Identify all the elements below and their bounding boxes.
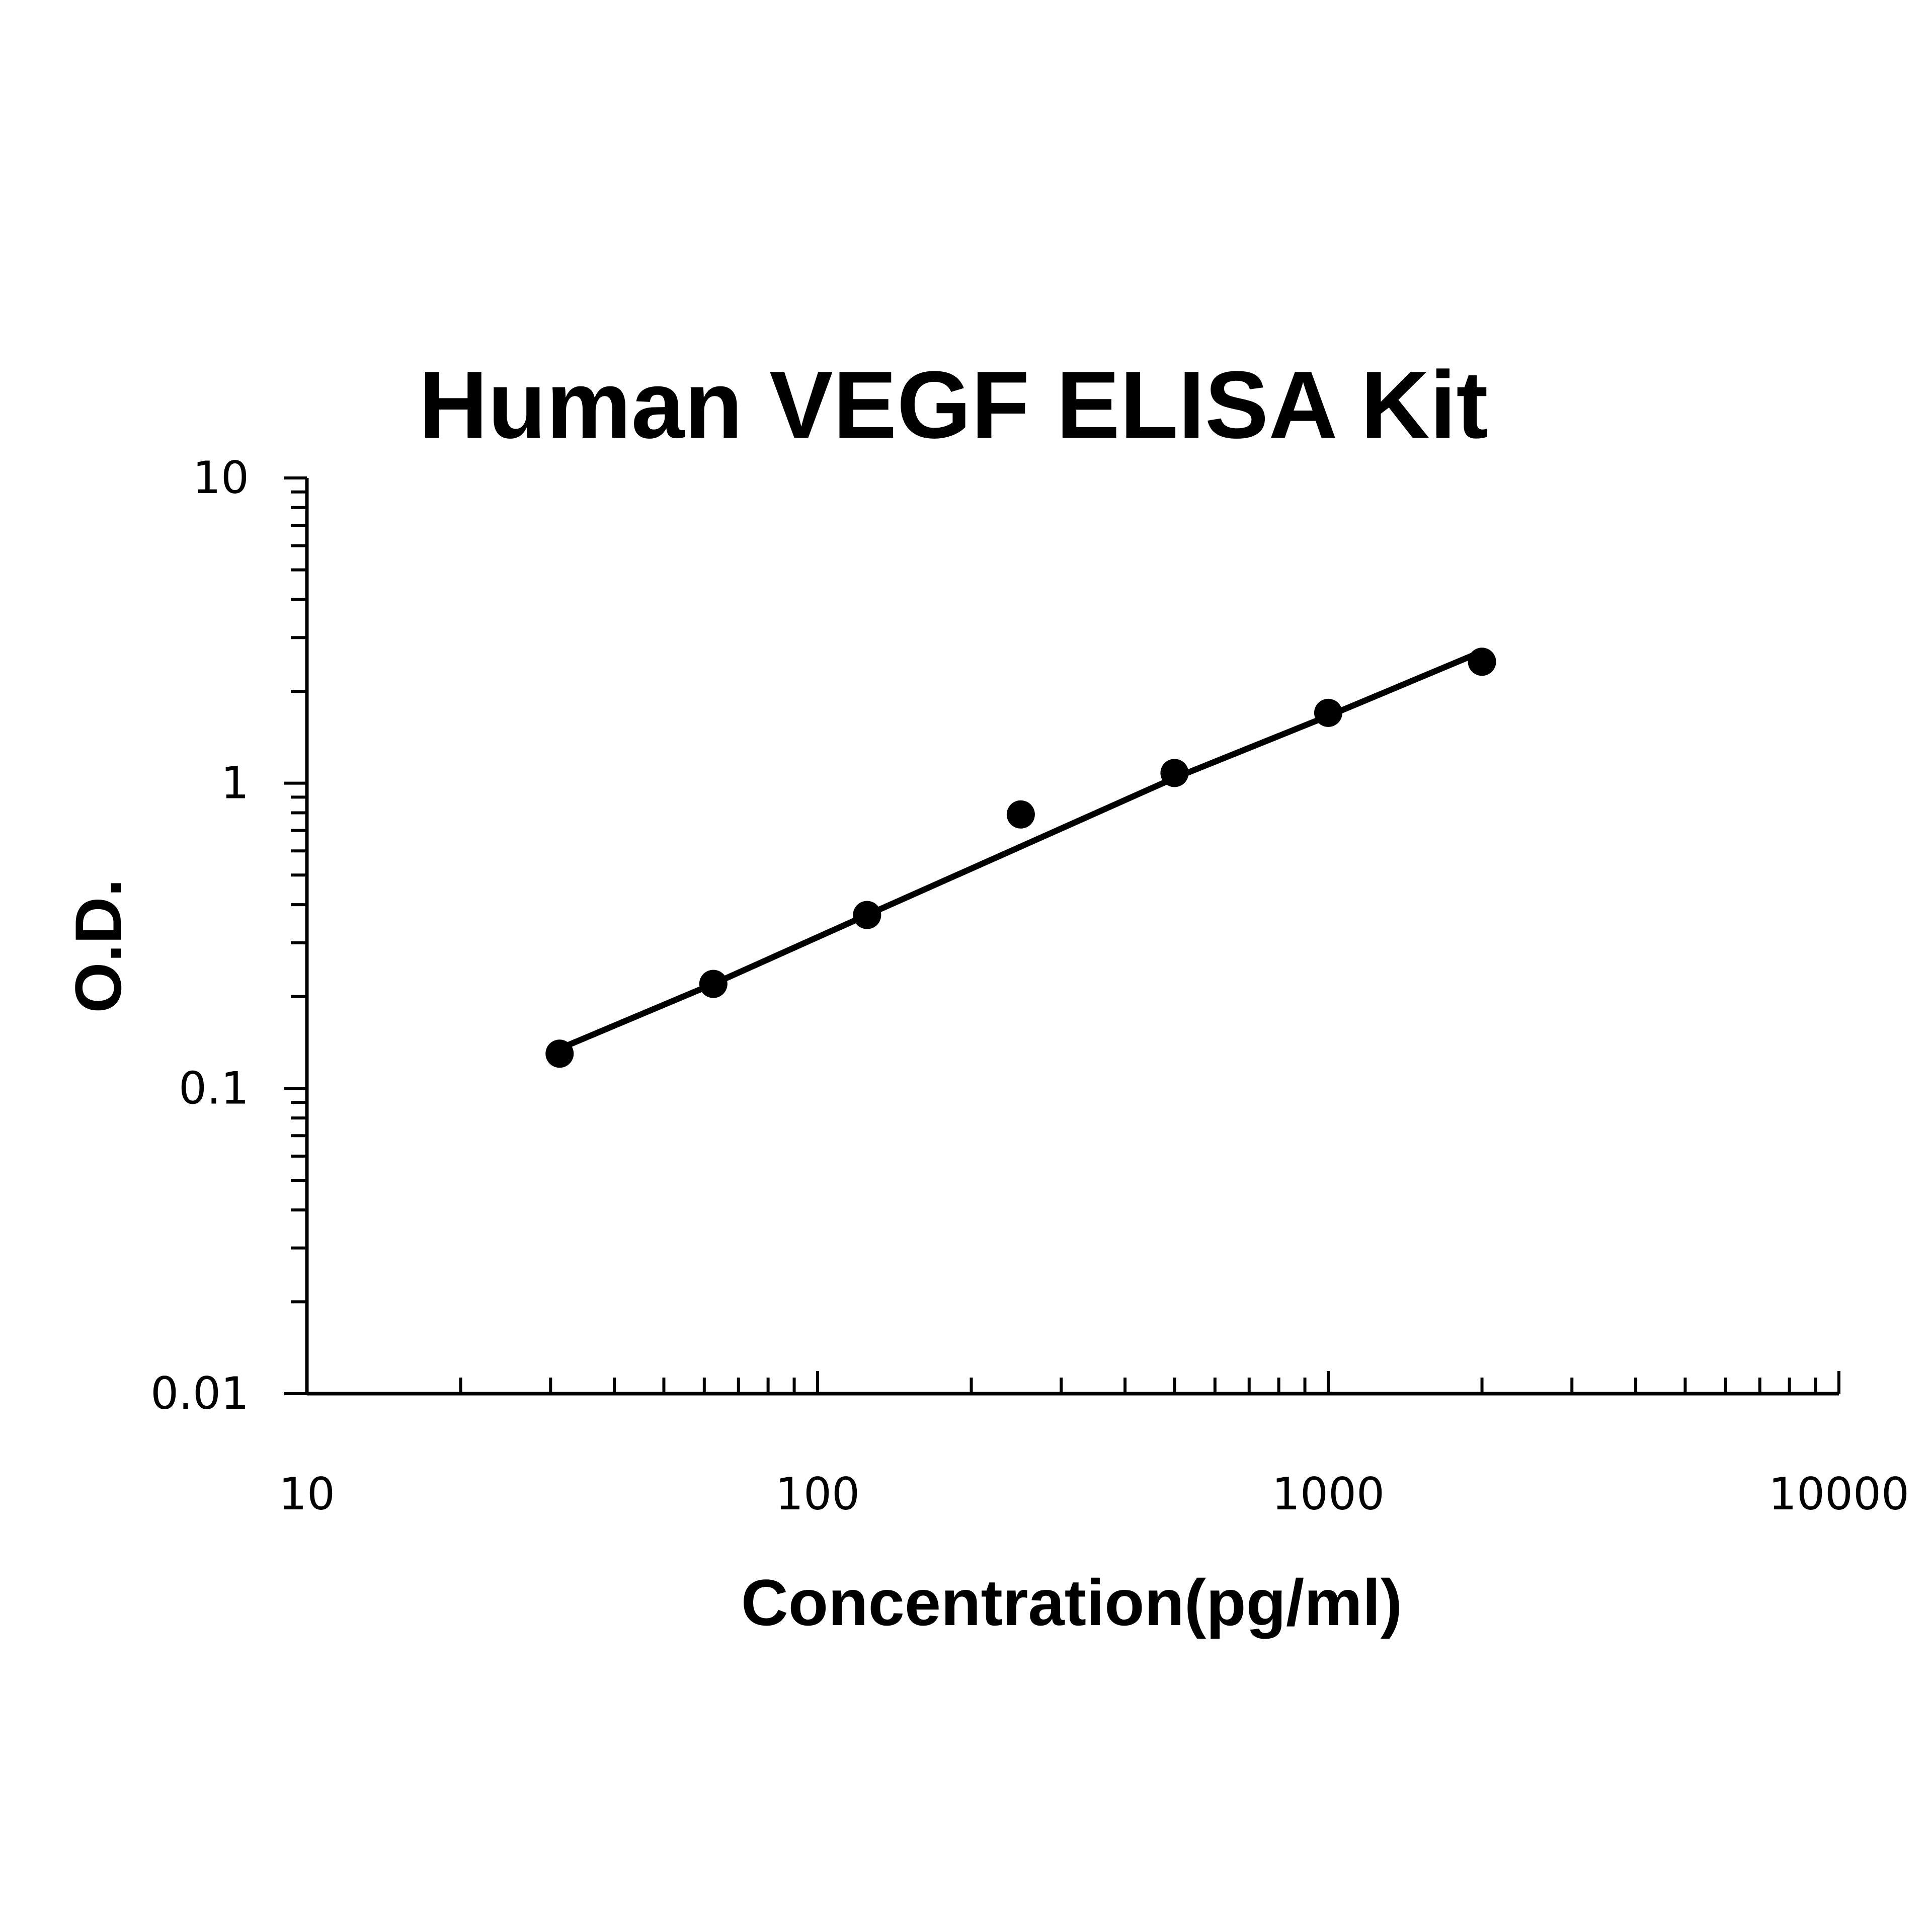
fit-curve — [556, 649, 1485, 1052]
data-point — [1160, 759, 1189, 787]
data-point — [545, 1039, 574, 1068]
x-tick-label: 1000 — [1272, 1468, 1385, 1520]
data-point — [853, 901, 881, 929]
x-tick-label: 10000 — [1768, 1468, 1909, 1520]
x-tick-label: 100 — [775, 1468, 860, 1520]
y-axis-label: O.D. — [61, 878, 135, 1013]
x-axis-label: Concentration(pg/ml) — [741, 1566, 1402, 1639]
data-point — [1314, 698, 1342, 727]
data-point — [699, 970, 728, 998]
data-point — [1468, 648, 1496, 676]
y-tick-label: 1 — [221, 757, 249, 809]
data-point — [1006, 800, 1035, 829]
y-tick-label: 0.01 — [150, 1367, 249, 1419]
data-points — [545, 648, 1496, 1068]
ticks-layer: 0.01 0.1 1 10 10 100 1000 10000 — [150, 452, 1909, 1520]
y-tick-label: 0.1 — [179, 1062, 249, 1114]
x-tick-label: 10 — [279, 1468, 335, 1520]
y-tick-label: 10 — [193, 452, 249, 504]
chart-title: Human VEGF ELISA Kit — [419, 352, 1488, 458]
